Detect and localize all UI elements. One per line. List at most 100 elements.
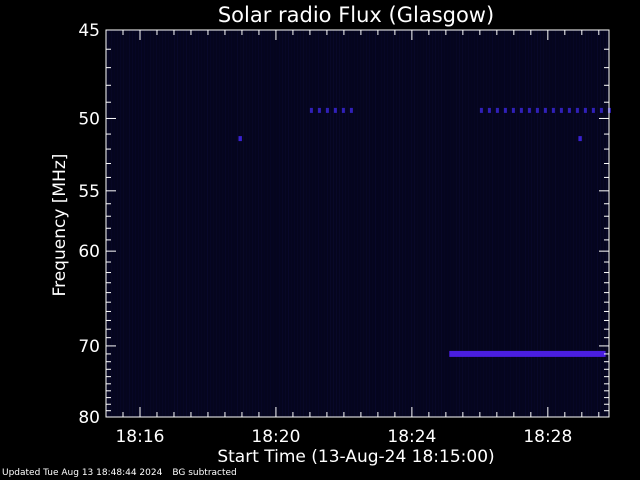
noise-stripe (255, 30, 256, 417)
noise-stripe (534, 30, 535, 417)
noise-stripe (333, 30, 334, 417)
noise-stripe (588, 30, 589, 417)
noise-stripe (144, 30, 145, 417)
noise-stripe (585, 30, 586, 417)
noise-stripe (321, 30, 322, 417)
noise-stripe (441, 30, 442, 417)
noise-stripe (135, 30, 136, 417)
noise-stripe (348, 30, 349, 417)
noise-stripe (495, 30, 496, 417)
noise-stripe (387, 30, 388, 417)
noise-stripe (603, 30, 604, 417)
status-footer: Updated Tue Aug 13 18:48:44 2024 BG subtr… (2, 468, 247, 478)
updated-timestamp: Updated Tue Aug 13 18:48:44 2024 (2, 468, 163, 478)
band-49.5mhz-b (551, 107, 555, 113)
y-tick-label: 55 (78, 182, 100, 202)
noise-stripe (312, 30, 313, 417)
noise-stripe (258, 30, 259, 417)
band-49.5mhz-b (511, 107, 515, 113)
noise-stripe (366, 30, 367, 417)
noise-stripe (363, 30, 364, 417)
bg-note: BG subtracted (172, 468, 237, 478)
noise-stripe (423, 30, 424, 417)
noise-stripe (138, 30, 139, 417)
noise-stripe (540, 30, 541, 417)
noise-stripe (555, 30, 556, 417)
noise-stripe (399, 30, 400, 417)
noise-stripe (522, 30, 523, 417)
plot-background (106, 30, 609, 417)
x-axis-label: Start Time (13-Aug-24 18:15:00) (217, 447, 494, 467)
noise-stripe (435, 30, 436, 417)
band-49.5mhz-a (317, 107, 321, 113)
noise-stripe (189, 30, 190, 417)
noise-stripe (597, 30, 598, 417)
noise-stripe (141, 30, 142, 417)
noise-stripe (573, 30, 574, 417)
noise-stripe (285, 30, 286, 417)
noise-stripe (381, 30, 382, 417)
noise-stripe (204, 30, 205, 417)
y-tick-label: 45 (78, 21, 100, 41)
noise-stripe (126, 30, 127, 417)
noise-stripe (558, 30, 559, 417)
spot-51.3mhz-b (578, 136, 582, 142)
noise-stripe (420, 30, 421, 417)
noise-stripe (429, 30, 430, 417)
noise-stripe (198, 30, 199, 417)
noise-stripe (252, 30, 253, 417)
noise-stripe (375, 30, 376, 417)
band-49.5mhz-b (575, 107, 579, 113)
noise-stripe (213, 30, 214, 417)
noise-stripe (297, 30, 298, 417)
noise-stripe (336, 30, 337, 417)
band-49.5mhz-b (479, 107, 483, 113)
noise-stripe (531, 30, 532, 417)
noise-stripe (357, 30, 358, 417)
band-71mhz (449, 350, 606, 357)
noise-stripe (225, 30, 226, 417)
noise-stripe (153, 30, 154, 417)
noise-stripe (291, 30, 292, 417)
noise-stripe (501, 30, 502, 417)
band-49.5mhz-a (349, 107, 353, 113)
x-tick-label: 18:20 (251, 427, 300, 447)
band-49.5mhz-a (325, 107, 329, 113)
noise-stripe (123, 30, 124, 417)
noise-stripe (600, 30, 601, 417)
noise-stripe (384, 30, 385, 417)
noise-stripe (492, 30, 493, 417)
noise-stripe (582, 30, 583, 417)
noise-stripe (450, 30, 451, 417)
noise-stripe (288, 30, 289, 417)
noise-stripe (528, 30, 529, 417)
noise-stripe (276, 30, 277, 417)
noise-stripe (594, 30, 595, 417)
noise-stripe (108, 30, 109, 417)
noise-stripe (201, 30, 202, 417)
y-axis-label: Frequency [MHz] (50, 154, 70, 297)
noise-stripe (300, 30, 301, 417)
band-49.5mhz-b (527, 107, 531, 113)
noise-stripe (228, 30, 229, 417)
noise-stripe (360, 30, 361, 417)
band-49.5mhz-b (543, 107, 547, 113)
noise-stripe (192, 30, 193, 417)
noise-stripe (306, 30, 307, 417)
noise-stripe (177, 30, 178, 417)
noise-stripe (525, 30, 526, 417)
noise-stripe (459, 30, 460, 417)
noise-stripe (318, 30, 319, 417)
noise-stripe (240, 30, 241, 417)
noise-stripe (606, 30, 607, 417)
noise-stripe (261, 30, 262, 417)
noise-stripe (456, 30, 457, 417)
band-49.5mhz-b (559, 107, 563, 113)
noise-stripe (120, 30, 121, 417)
noise-stripe (414, 30, 415, 417)
noise-stripe (231, 30, 232, 417)
noise-stripe (444, 30, 445, 417)
noise-stripe (237, 30, 238, 417)
noise-stripe (474, 30, 475, 417)
noise-stripe (378, 30, 379, 417)
